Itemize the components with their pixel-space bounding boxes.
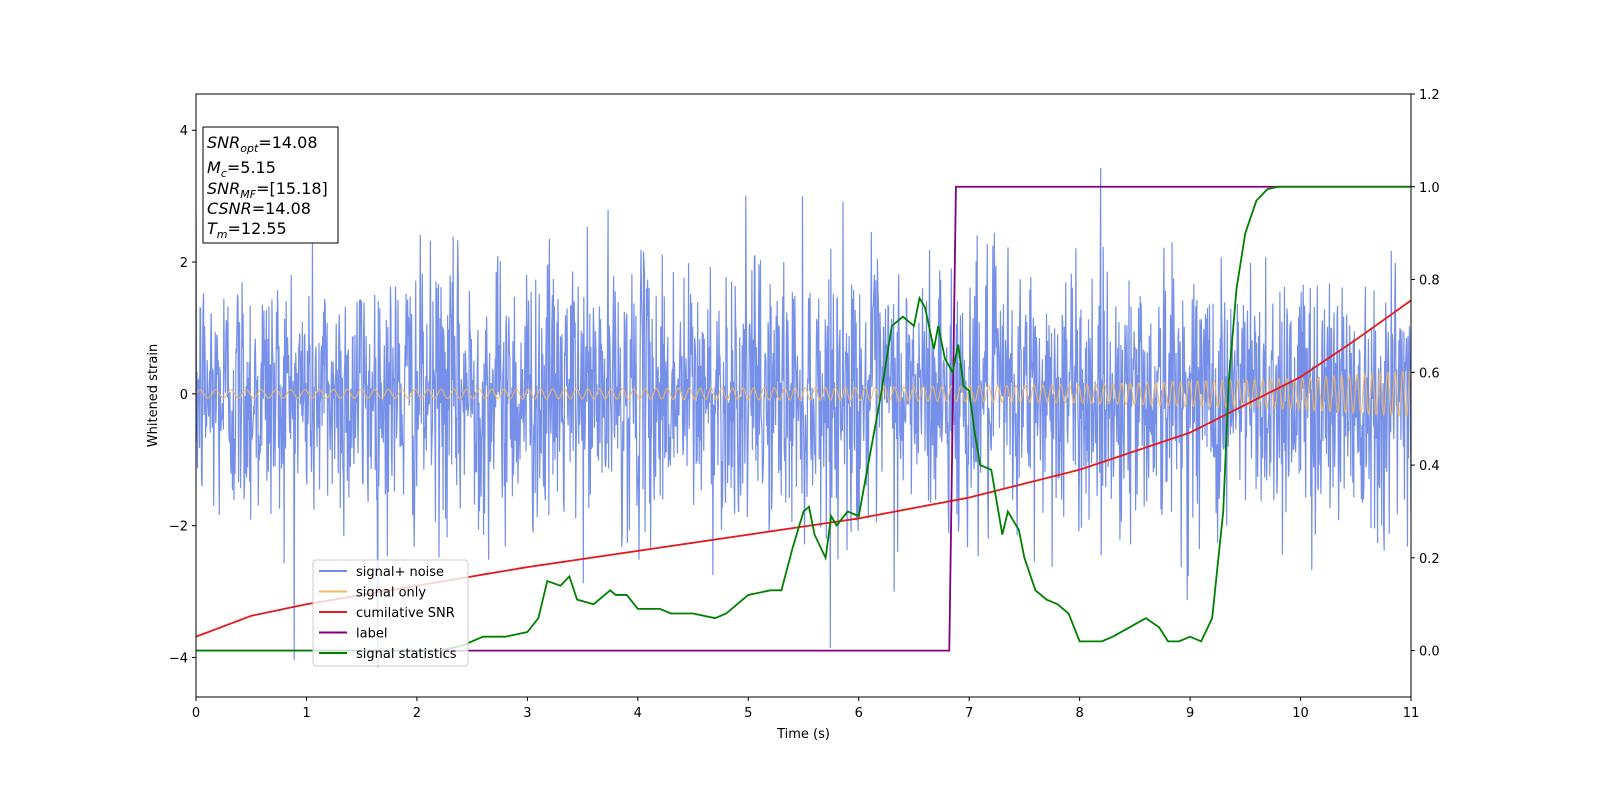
legend-entry: signal only (356, 586, 426, 601)
y-axis-label: Whitened strain (146, 344, 161, 447)
axes: 0 1 2 3 4 5 6 7 8 9 10 11 −4 −2 0 2 4 0.0 0.2 0.4 0.6 0.8 1.0 1… (169, 88, 1440, 721)
series-label-line (196, 185, 1411, 652)
x-tick-label: 3 (523, 706, 531, 721)
x-tick-label: 6 (855, 706, 863, 721)
x-tick-label: 9 (1186, 706, 1194, 721)
legend: signal+ noise signal only cumilative SNR la… (312, 559, 469, 667)
x-tick-label: 7 (965, 706, 973, 721)
x-tick-label: 8 (1075, 706, 1083, 721)
series-signal-only-line (196, 369, 1411, 419)
y2-tick-label: 1.0 (1419, 181, 1440, 196)
x-tick-label: 10 (1292, 706, 1309, 721)
info-box-row: SNRopt=14.08 (207, 133, 318, 155)
y2-tick-label: 1.2 (1419, 88, 1440, 103)
info-box-row: SNRMF=[15.18] (207, 179, 328, 201)
x-tick-label: 4 (634, 706, 642, 721)
y2-tick-label: 0.0 (1419, 645, 1440, 660)
legend-entry: label (356, 627, 387, 642)
x-tick-label: 0 (192, 706, 200, 721)
legend-entry: signal+ noise (356, 565, 444, 580)
y-tick-label: 4 (180, 124, 188, 139)
series-signal-statistics-line (196, 185, 1411, 652)
legend-frame (312, 559, 469, 667)
y-tick-label: −2 (169, 520, 188, 535)
y2-tick-label: 0.6 (1419, 366, 1440, 381)
series-signal-noise-line (196, 167, 1411, 668)
info-box-row: Mc=5.15 (207, 158, 276, 180)
y-tick-label: 0 (180, 388, 188, 403)
x-tick-label: 5 (744, 706, 752, 721)
plot-frame (195, 93, 1412, 698)
x-tick-label: 1 (302, 706, 310, 721)
info-box-frame (202, 126, 339, 244)
y2-tick-label: 0.4 (1419, 459, 1440, 474)
y2-tick-label: 0.2 (1419, 552, 1440, 567)
info-box-row: CSNR=14.08 (207, 199, 311, 218)
y-tick-label: 2 (180, 256, 188, 271)
x-axis-label: Time (s) (776, 727, 830, 742)
x-tick-label: 2 (413, 706, 421, 721)
y-tick-label: −4 (169, 651, 188, 666)
y2-tick-label: 0.8 (1419, 274, 1440, 289)
info-box: SNRopt=14.08 Mc=5.15SNRMF=[15.18]CSNR=14.… (202, 126, 339, 244)
info-box-row: Tm=12.55 (207, 219, 287, 241)
x-tick-label: 11 (1403, 706, 1420, 721)
legend-entry: cumilative SNR (356, 606, 455, 621)
legend-entry: signal statistics (356, 647, 457, 662)
